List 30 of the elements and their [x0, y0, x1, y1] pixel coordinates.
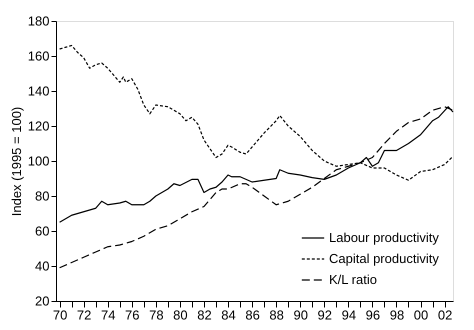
- y-tick-label: 20: [35, 294, 50, 308]
- x-tick-label: 98: [390, 308, 404, 322]
- y-tick-label: 80: [35, 188, 50, 204]
- x-tick-label: 00: [414, 308, 428, 322]
- y-axis-title: Index (1995 = 100): [8, 106, 24, 216]
- x-tick-label: 94: [342, 308, 356, 322]
- y-tick-label: 160: [28, 48, 50, 64]
- x-tick-label: 80: [173, 308, 188, 322]
- x-tick-label: 86: [245, 308, 260, 322]
- x-tick-label: 72: [76, 308, 92, 322]
- legend-label: Capital productivity: [329, 251, 440, 266]
- y-tick-label: 100: [28, 154, 50, 168]
- x-tick-label: 76: [125, 308, 140, 322]
- x-tick-label: 96: [366, 308, 380, 322]
- x-tick-label: 82: [197, 308, 212, 322]
- x-tick-label: 92: [318, 308, 332, 322]
- x-tick-label: 78: [149, 308, 164, 322]
- x-tick-label: 88: [269, 308, 284, 322]
- x-tick-label: 70: [52, 308, 68, 322]
- y-tick-label: 140: [28, 84, 50, 98]
- legend-label: Labour productivity: [329, 230, 440, 245]
- legend-label: K/L ratio: [329, 272, 377, 287]
- y-tick-label: 60: [35, 224, 50, 238]
- x-tick-label: 02: [438, 308, 452, 322]
- y-tick-label: 180: [28, 14, 50, 28]
- x-tick-label: 84: [221, 308, 236, 322]
- x-tick-label: 74: [100, 308, 116, 322]
- x-tick-label: 90: [293, 308, 308, 322]
- y-tick-label: 40: [35, 258, 50, 274]
- y-tick-label: 120: [28, 118, 50, 134]
